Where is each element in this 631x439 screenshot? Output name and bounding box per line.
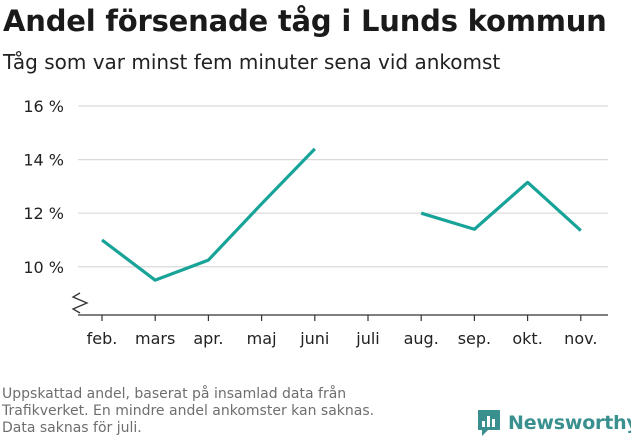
y-tick-label: 14 % [23,151,64,170]
x-axis [71,292,608,316]
brand-logo: Newsworthy [476,408,631,438]
x-tick-label: aug. [404,329,439,348]
footnote-line: Uppskattad andel, baserat på insamlad da… [2,386,347,402]
x-tick-label: sep. [458,329,491,348]
gridlines [78,105,608,268]
y-axis-labels: 10 % 12 % 14 % 16 % [23,97,64,277]
chart-subtitle: Tåg som var minst fem minuter sena vid a… [3,50,501,74]
x-tick-label: nov. [564,329,597,348]
x-axis-ticks: feb. mars apr. maj juni juli aug. sep. okt. nov. [87,315,597,348]
series-line-segment [420,180,582,232]
footnote-line: Data saknas för juli. [2,420,142,436]
x-tick-label: mars [135,329,175,348]
x-tick-label: juni [299,329,329,348]
bar-chart-logo-icon [478,410,500,436]
series-lines [101,147,582,282]
x-tick-label: feb. [87,329,118,348]
x-tick-label: apr. [193,329,223,348]
chart-title: Andel försenade tåg i Lunds kommun [3,4,607,38]
footnote: Uppskattad andel, baserat på insamlad da… [2,386,462,437]
brand-name: Newsworthy [508,412,631,434]
x-tick-label: maj [247,329,277,348]
y-tick-label: 16 % [23,97,64,116]
y-axis-break-icon [71,292,89,314]
line-chart: 10 % 12 % 14 % 16 % feb. mars apr. maj juni juli… [23,97,608,348]
footnote-line: Trafikverket. En mindre andel ankomster … [2,403,375,419]
y-tick-label: 10 % [23,258,64,277]
y-tick-label: 12 % [23,204,64,223]
x-tick-label: juli [355,329,379,348]
x-tick-label: okt. [512,329,542,348]
series-line-segment [101,147,316,282]
